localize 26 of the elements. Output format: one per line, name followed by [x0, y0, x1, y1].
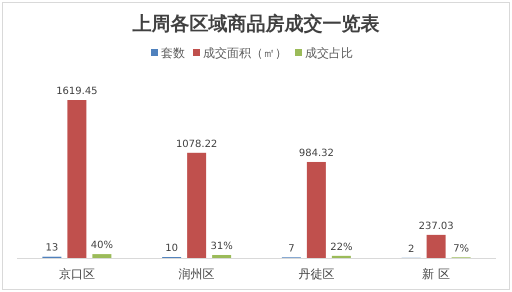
- bar: [187, 152, 206, 258]
- x-tick-label: 京口区: [58, 267, 95, 281]
- data-label: 1078.22: [176, 138, 218, 150]
- bar: [67, 100, 86, 258]
- bar: [306, 162, 326, 258]
- bar: [212, 254, 232, 258]
- data-label: 7%: [453, 243, 470, 254]
- data-label: 984.32: [298, 148, 334, 159]
- data-label: 10: [165, 243, 178, 254]
- bar: [92, 254, 112, 258]
- legend-label: 成交面积（㎡）: [203, 46, 287, 60]
- data-label: 40%: [90, 240, 113, 252]
- x-tick-label: 润州区: [178, 267, 215, 281]
- legend-label: 套数: [161, 46, 185, 60]
- data-label: 1619.45: [56, 86, 98, 97]
- x-tick-label: 新 区: [422, 267, 450, 281]
- chart-title: 上周各区域商品房成交一览表: [132, 13, 380, 35]
- x-tick-label: 丹徒区: [298, 267, 334, 281]
- data-label: 31%: [210, 240, 233, 252]
- data-label: 22%: [330, 242, 352, 253]
- data-label: 13: [46, 242, 58, 254]
- data-label: 237.03: [418, 220, 454, 232]
- legend-label: 成交占比: [305, 46, 353, 60]
- data-label: 7: [288, 243, 295, 254]
- bar: [426, 234, 446, 258]
- data-label: 2: [408, 244, 414, 255]
